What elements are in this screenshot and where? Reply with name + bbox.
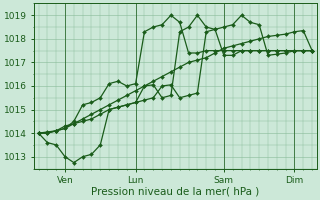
X-axis label: Pression niveau de la mer( hPa ): Pression niveau de la mer( hPa ) [91,187,260,197]
